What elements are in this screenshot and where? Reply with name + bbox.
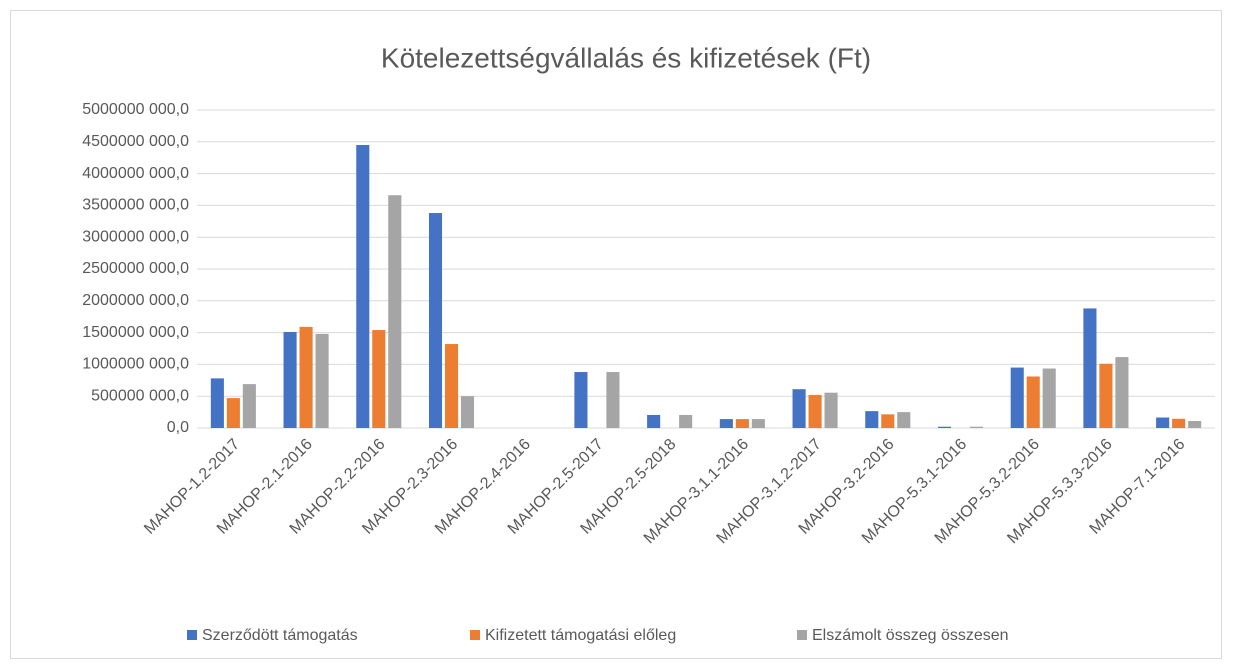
- bar: [679, 414, 693, 428]
- bar: [751, 419, 765, 428]
- bar: [1188, 421, 1202, 428]
- bar: [574, 372, 588, 428]
- y-tick-label: 1500000 000,0: [82, 324, 189, 341]
- bar: [226, 398, 240, 428]
- bar: [865, 411, 879, 428]
- legend-swatch: [470, 630, 480, 640]
- y-tick-label: 0,0: [167, 419, 189, 436]
- bar: [356, 144, 370, 429]
- bar: [210, 378, 224, 428]
- chart-title: Kötelezettségvállalás és kifizetések (Ft…: [381, 42, 871, 73]
- bar: [1010, 367, 1024, 428]
- bar: [1042, 368, 1056, 428]
- y-tick-label: 3000000 000,0: [82, 228, 189, 245]
- bar: [428, 213, 443, 428]
- y-tick-label: 3500000 000,0: [82, 197, 189, 214]
- bar: [897, 412, 911, 428]
- legend-label: Kifizetett támogatási előleg: [485, 627, 676, 644]
- bar: [1099, 363, 1113, 428]
- bar: [388, 195, 402, 428]
- y-tick-label: 2000000 000,0: [82, 292, 189, 309]
- bar: [719, 419, 733, 428]
- y-tick-label: 4500000 000,0: [82, 133, 189, 150]
- bar: [969, 426, 984, 428]
- legend-swatch: [187, 630, 197, 640]
- legend-swatch: [797, 630, 807, 640]
- bar: [1026, 376, 1040, 428]
- bar: [1083, 308, 1097, 428]
- bar: [1115, 357, 1129, 428]
- chart-border: [10, 10, 1222, 659]
- bar: [647, 414, 661, 428]
- legend-label: Elszámolt összeg összesen: [812, 627, 1009, 644]
- bar: [606, 372, 620, 428]
- bar: [315, 333, 329, 428]
- legend-label: Szerződött támogatás: [202, 627, 358, 644]
- bar: [824, 392, 838, 428]
- bar: [792, 389, 806, 428]
- bar: [299, 326, 313, 428]
- bar: [735, 419, 749, 428]
- bar: [937, 426, 952, 428]
- bar: [808, 394, 822, 428]
- y-tick-label: 500000 000,0: [91, 387, 189, 404]
- bar: [1156, 417, 1170, 428]
- bar: [444, 344, 459, 428]
- bar: [460, 396, 475, 428]
- bar: [1172, 418, 1186, 428]
- bar: [283, 331, 297, 428]
- bar: [881, 414, 895, 428]
- y-tick-label: 1000000 000,0: [82, 356, 189, 373]
- y-tick-label: 4000000 000,0: [82, 165, 189, 182]
- y-tick-label: 2500000 000,0: [82, 260, 189, 277]
- bar: [242, 384, 256, 428]
- y-tick-label: 5000000 000,0: [82, 101, 189, 118]
- bar: [372, 330, 386, 428]
